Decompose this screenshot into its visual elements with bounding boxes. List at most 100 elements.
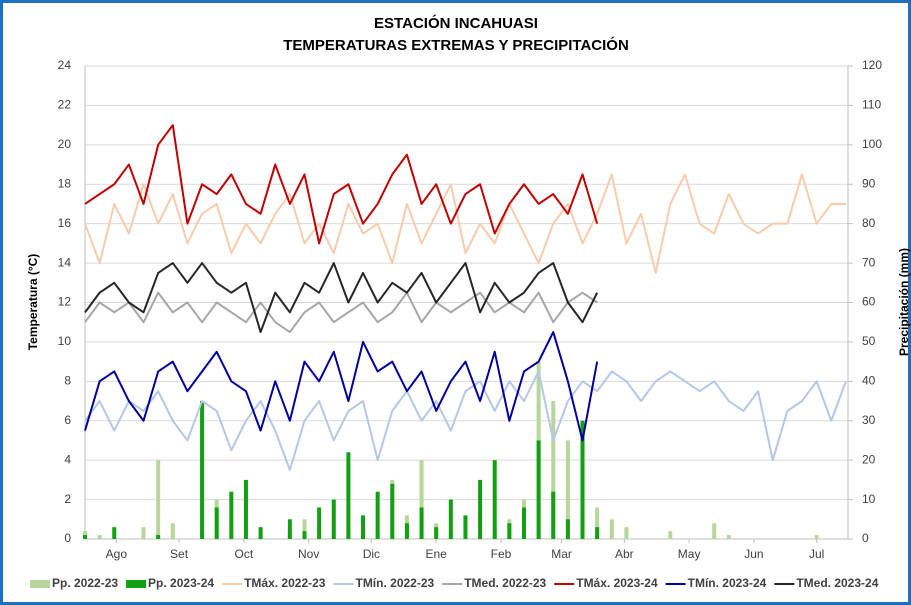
precip-bar xyxy=(83,535,87,539)
y2-tick-label: 120 xyxy=(862,58,882,72)
y2-tick-label: 10 xyxy=(862,492,876,506)
temp-line xyxy=(84,291,598,334)
y-tick-label: 12 xyxy=(58,295,72,309)
x-tick-label: Nov xyxy=(298,547,319,561)
y2-tick-label: 90 xyxy=(862,176,876,190)
y-tick-label: 14 xyxy=(58,255,72,269)
y2-tick-label: 110 xyxy=(862,98,881,112)
precip-bar xyxy=(565,440,570,539)
x-tick-label: Abr xyxy=(615,547,634,561)
y-tick-label: 4 xyxy=(64,452,71,466)
legend-label: TMed. 2023-24 xyxy=(796,576,878,590)
precip-bar xyxy=(243,479,248,539)
legend-label: Pp. 2022-23 xyxy=(52,576,118,590)
precip-bar xyxy=(112,527,117,539)
y-tick-label: 20 xyxy=(58,137,72,151)
precip-bar xyxy=(287,519,292,539)
precip-bar xyxy=(419,460,424,539)
precip-bar xyxy=(712,523,717,539)
x-tick-label: Dic xyxy=(363,547,380,561)
x-tick-label: Oct xyxy=(235,547,254,561)
y2-tick-label: 0 xyxy=(862,531,869,545)
y2-tick-label: 30 xyxy=(862,413,876,427)
temp-line xyxy=(84,124,599,245)
precip-bar xyxy=(726,535,731,539)
y-axis-label: Temperatura (°C) xyxy=(26,254,40,351)
precip-bar xyxy=(346,452,351,539)
precip-bar xyxy=(302,519,307,539)
chart-title: ESTACIÓN INCAHUASI xyxy=(374,14,538,32)
x-tick-label: Feb xyxy=(491,547,512,561)
y2-tick-label: 40 xyxy=(862,374,876,388)
x-tick-label: Jun xyxy=(744,547,763,561)
legend-swatch xyxy=(126,580,147,588)
precip-bar xyxy=(624,527,629,539)
x-tick-label: May xyxy=(678,547,701,561)
temp-line xyxy=(84,173,846,274)
precip-bar xyxy=(595,507,600,539)
y2-tick-label: 70 xyxy=(862,255,876,269)
y2-axis-label: Precipitación (mm) xyxy=(897,248,911,356)
precip-bar xyxy=(375,491,380,539)
y2-tick-label: 100 xyxy=(862,137,882,151)
precip-bar xyxy=(214,507,219,539)
y-tick-label: 8 xyxy=(64,374,71,388)
y-tick-label: 22 xyxy=(58,98,72,112)
y-tick-label: 16 xyxy=(58,216,72,230)
y-tick-label: 6 xyxy=(64,413,71,427)
legend-label: TMed. 2022-23 xyxy=(464,576,546,590)
precip-bar xyxy=(814,535,819,539)
legend-label: TMáx. 2022-23 xyxy=(244,576,326,590)
precip-bar xyxy=(229,491,234,539)
precip-bar xyxy=(156,460,161,539)
precip-bar xyxy=(609,519,614,539)
precip-bar xyxy=(478,479,483,539)
chart-subtitle: TEMPERATURAS EXTREMAS Y PRECIPITACIÓN xyxy=(283,36,629,54)
precip-bar xyxy=(565,519,570,539)
y2-tick-label: 20 xyxy=(862,452,876,466)
y2-tick-label: 50 xyxy=(862,334,876,348)
precip-bar xyxy=(595,527,600,539)
precip-bar xyxy=(668,531,673,539)
precip-bar xyxy=(448,499,453,539)
precip-bar xyxy=(170,523,175,539)
precip-bar xyxy=(258,527,263,539)
precip-bar xyxy=(434,527,439,539)
temp-line xyxy=(84,370,847,472)
precip-bar xyxy=(507,523,512,539)
legend-label: Pp. 2023-24 xyxy=(148,576,214,590)
x-tick-label: Ene xyxy=(426,547,448,561)
precip-bar xyxy=(331,499,336,539)
precip-bar xyxy=(317,507,322,539)
precip-bar xyxy=(200,401,205,539)
y-tick-label: 0 xyxy=(64,531,71,545)
y-tick-label: 10 xyxy=(58,334,72,348)
y2-tick-label: 80 xyxy=(862,216,876,230)
x-tick-label: Ago xyxy=(106,547,128,561)
precip-bar xyxy=(580,420,585,539)
precip-bar xyxy=(492,460,497,539)
precip-bar xyxy=(463,515,468,539)
precip-bar xyxy=(141,527,146,539)
precip-bar xyxy=(302,531,307,539)
precip-bar xyxy=(390,483,395,539)
x-tick-label: Jul xyxy=(809,547,824,561)
precip-bar xyxy=(361,515,366,539)
x-tick-label: Set xyxy=(170,547,189,561)
y-tick-label: 2 xyxy=(64,492,71,506)
y-tick-label: 24 xyxy=(58,58,72,72)
y2-tick-label: 60 xyxy=(862,295,876,309)
precip-bar xyxy=(521,507,526,539)
x-tick-label: Mar xyxy=(551,547,572,561)
temp-line xyxy=(84,331,599,442)
temp-line xyxy=(84,262,599,334)
legend-label: TMáx. 2023-24 xyxy=(576,576,658,590)
precip-bar xyxy=(97,535,102,539)
precip-bar xyxy=(156,535,161,539)
precip-bar xyxy=(536,440,541,539)
precip-bar xyxy=(551,491,556,539)
legend-label: TMín. 2022-23 xyxy=(355,576,434,590)
legend-label: TMín. 2023-24 xyxy=(688,576,767,590)
precip-bar xyxy=(404,523,409,539)
